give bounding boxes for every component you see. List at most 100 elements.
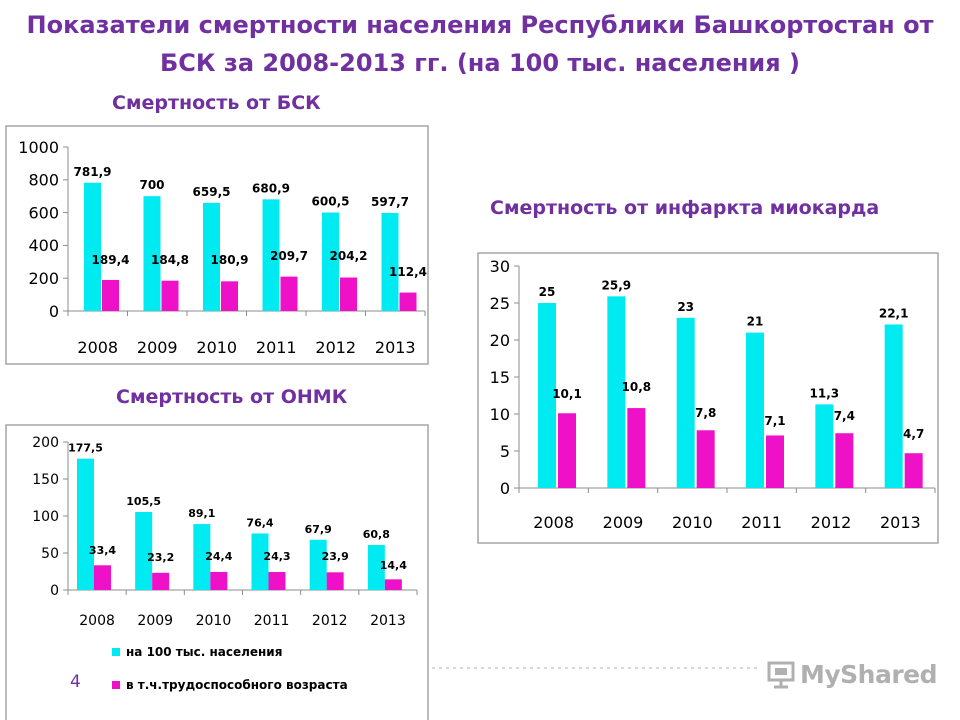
y-tick-label: 25 <box>490 294 510 313</box>
legend-swatch <box>112 648 120 656</box>
bar-series-1 <box>746 332 764 488</box>
x-tick-label: 2013 <box>375 338 416 357</box>
x-tick-label: 2009 <box>137 613 173 629</box>
bar-series-1 <box>676 317 695 488</box>
chart-frame <box>5 125 429 365</box>
x-tick-label: 2008 <box>77 338 118 357</box>
chart-title-onmk: Смертность от ОНМК <box>116 386 348 408</box>
data-label-series-2: 24,4 <box>205 550 232 563</box>
y-tick-label: 800 <box>28 171 59 190</box>
x-tick-label: 2011 <box>741 513 782 532</box>
y-tick-label: 100 <box>32 509 59 525</box>
bar-series-2 <box>340 277 357 311</box>
data-label-series-2: 4,7 <box>903 427 924 441</box>
bar-series-1 <box>884 324 903 488</box>
x-tick-label: 2013 <box>370 613 406 629</box>
bar-series-2 <box>210 571 228 590</box>
bar-series-2 <box>904 453 923 488</box>
y-tick-label: 50 <box>41 546 59 562</box>
bar-series-1 <box>815 404 834 488</box>
data-label-series-1: 597,7 <box>371 195 409 209</box>
chart-title-bsk: Смертность от БСК <box>112 92 321 114</box>
data-label-series-2: 24,3 <box>263 550 290 563</box>
data-label-series-1: 700 <box>139 178 164 192</box>
slide-number: 4 <box>70 672 81 692</box>
bar-series-2 <box>280 276 298 311</box>
data-label-series-2: 180,9 <box>211 253 249 267</box>
data-label-series-2: 33,4 <box>89 544 116 557</box>
page-title: Показатели смертности населения Республи… <box>26 11 934 77</box>
x-tick-label: 2010 <box>196 338 237 357</box>
data-label-series-2: 184,8 <box>151 253 189 267</box>
y-tick-label: 0 <box>49 302 59 321</box>
x-tick-label: 2009 <box>137 338 178 357</box>
y-tick-label: 600 <box>28 203 59 222</box>
data-label-series-1: 680,9 <box>252 181 290 195</box>
y-tick-label: 20 <box>490 331 510 350</box>
bar-series-2 <box>102 279 119 311</box>
bar-series-1 <box>322 212 339 311</box>
data-label-series-1: 23 <box>677 300 694 314</box>
bar-series-1 <box>381 212 399 311</box>
bar-series-1 <box>84 182 101 311</box>
data-label-series-2: 14,4 <box>380 559 407 572</box>
watermark-logo: MyShared <box>766 656 938 692</box>
data-label-series-1: 105,5 <box>126 495 161 508</box>
data-label-series-2: 204,2 <box>330 249 368 263</box>
x-tick-label: 2010 <box>196 613 232 629</box>
y-tick-label: 10 <box>490 405 510 424</box>
x-tick-label: 2008 <box>533 513 574 532</box>
y-tick-label: 15 <box>490 368 510 387</box>
bar-series-1 <box>607 296 626 488</box>
bar-series-2 <box>161 280 179 311</box>
y-tick-label: 5 <box>500 442 510 461</box>
data-label-series-1: 25,9 <box>602 278 632 292</box>
data-label-series-2: 112,4 <box>389 265 427 279</box>
y-tick-label: 400 <box>28 236 59 255</box>
bar-series-2 <box>835 433 854 488</box>
x-tick-label: 2011 <box>254 613 290 629</box>
data-label-series-1: 600,5 <box>312 195 350 209</box>
data-label-series-1: 67,9 <box>305 523 332 536</box>
bar-series-2 <box>152 572 170 590</box>
legend-swatch <box>112 681 120 689</box>
bar-series-1 <box>77 458 94 590</box>
bar-series-1 <box>262 199 280 311</box>
data-label-series-2: 10,1 <box>552 387 582 401</box>
bar-series-1 <box>251 533 269 590</box>
data-label-series-1: 60,8 <box>363 528 390 541</box>
bar-series-1 <box>193 524 211 590</box>
x-tick-label: 2012 <box>312 613 348 629</box>
y-tick-label: 1000 <box>18 138 59 157</box>
presentation-icon <box>767 661 795 689</box>
bar-series-2 <box>268 572 286 590</box>
data-label-series-1: 781,9 <box>74 165 112 179</box>
data-label-series-1: 11,3 <box>810 386 840 400</box>
y-tick-label: 200 <box>28 269 59 288</box>
y-tick-label: 0 <box>50 583 59 599</box>
data-label-series-1: 177,5 <box>68 442 103 455</box>
bar-series-2 <box>399 292 417 311</box>
bar-series-1 <box>538 303 556 488</box>
x-tick-label: 2010 <box>672 513 713 532</box>
bar-series-1 <box>135 511 153 590</box>
bar-series-1 <box>143 196 161 311</box>
data-label-series-1: 22,1 <box>879 306 909 320</box>
bar-series-1 <box>367 545 385 590</box>
watermark-text: MyShared <box>800 659 938 689</box>
y-tick-label: 200 <box>32 435 59 451</box>
data-label-series-1: 76,4 <box>246 516 273 529</box>
bar-series-2 <box>766 435 784 488</box>
x-tick-label: 2012 <box>811 513 852 532</box>
data-label-series-2: 189,4 <box>92 253 130 267</box>
bar-series-2 <box>384 579 402 590</box>
bar-series-2 <box>326 572 344 590</box>
bar-series-1 <box>309 539 327 590</box>
data-label-series-1: 89,1 <box>188 507 215 520</box>
y-tick-label: 0 <box>500 479 510 498</box>
x-tick-label: 2012 <box>315 338 356 357</box>
data-label-series-2: 23,2 <box>147 551 174 564</box>
y-tick-label: 150 <box>32 472 59 488</box>
x-tick-label: 2011 <box>256 338 297 357</box>
